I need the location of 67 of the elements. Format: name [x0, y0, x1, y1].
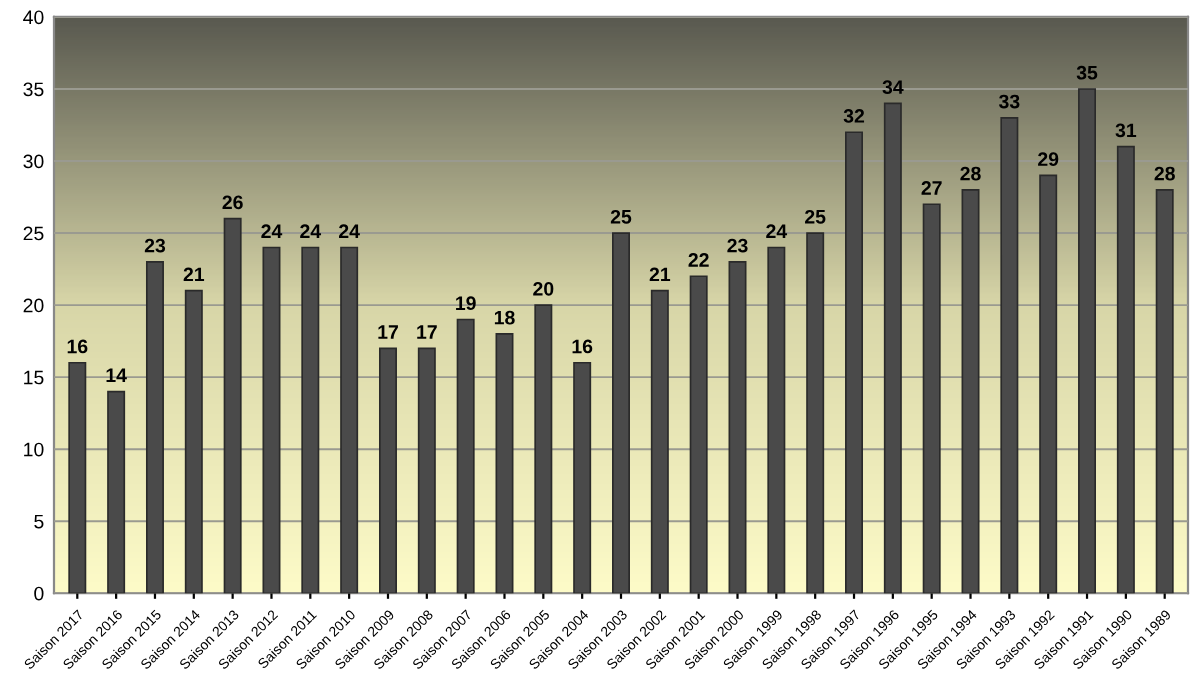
data-label: 21 [183, 267, 205, 282]
data-label: 34 [882, 80, 904, 95]
bar [573, 361, 592, 594]
y-tick-label: 40 [23, 10, 44, 25]
bar [1000, 116, 1019, 594]
data-label: 28 [1154, 166, 1175, 181]
bar [262, 246, 281, 594]
y-tick-label: 35 [23, 82, 44, 97]
y-tick-label: 20 [23, 298, 44, 313]
bar [1039, 174, 1058, 594]
bar [456, 318, 475, 594]
bar [845, 131, 864, 594]
bar [223, 217, 242, 594]
data-label: 21 [649, 267, 671, 282]
data-label: 19 [456, 296, 476, 311]
data-label: 24 [766, 224, 788, 238]
data-label: 23 [727, 238, 748, 253]
y-tick-label: 10 [24, 442, 44, 457]
data-label: 24 [339, 224, 360, 238]
data-label: 28 [960, 166, 981, 181]
data-label: 18 [494, 310, 515, 325]
data-label: 16 [572, 339, 593, 354]
bar [767, 246, 786, 594]
bar [145, 261, 164, 594]
bar [107, 390, 126, 594]
bar [922, 203, 941, 594]
data-label: 24 [300, 224, 322, 238]
bar [612, 232, 630, 594]
bar [340, 246, 359, 594]
data-label: 25 [610, 209, 632, 224]
bar [378, 347, 397, 594]
bar [68, 361, 87, 594]
data-label: 32 [843, 109, 865, 123]
data-label: 23 [144, 238, 166, 253]
data-label: 26 [222, 195, 243, 210]
bar [495, 333, 514, 594]
bar [534, 304, 553, 594]
data-label: 14 [106, 368, 127, 382]
bar [650, 289, 669, 594]
data-label: 25 [805, 209, 826, 224]
bar [1078, 88, 1097, 594]
bar [184, 289, 203, 594]
data-label: 35 [1076, 65, 1098, 80]
data-label: 33 [998, 94, 1020, 109]
y-tick-label: 25 [23, 226, 44, 241]
data-label: 22 [688, 253, 709, 267]
bar [883, 102, 902, 594]
bar [1155, 189, 1174, 594]
data-label: 16 [67, 339, 88, 354]
y-tick-label: 5 [34, 514, 44, 529]
bar [728, 261, 747, 594]
bar [1116, 145, 1135, 594]
data-label: 17 [417, 325, 437, 339]
data-label: 31 [1115, 123, 1137, 138]
data-label: 27 [921, 181, 942, 195]
y-tick-label: 15 [24, 370, 44, 385]
y-tick-label: 30 [23, 154, 44, 169]
bar [806, 232, 825, 594]
data-label: 17 [378, 325, 398, 339]
data-label: 20 [533, 281, 554, 296]
bar [689, 275, 708, 594]
bar [417, 347, 436, 594]
data-label: 24 [261, 224, 283, 238]
bar [961, 189, 980, 594]
bar [301, 246, 320, 594]
y-tick-label: 0 [34, 586, 44, 601]
data-label: 29 [1038, 152, 1059, 167]
